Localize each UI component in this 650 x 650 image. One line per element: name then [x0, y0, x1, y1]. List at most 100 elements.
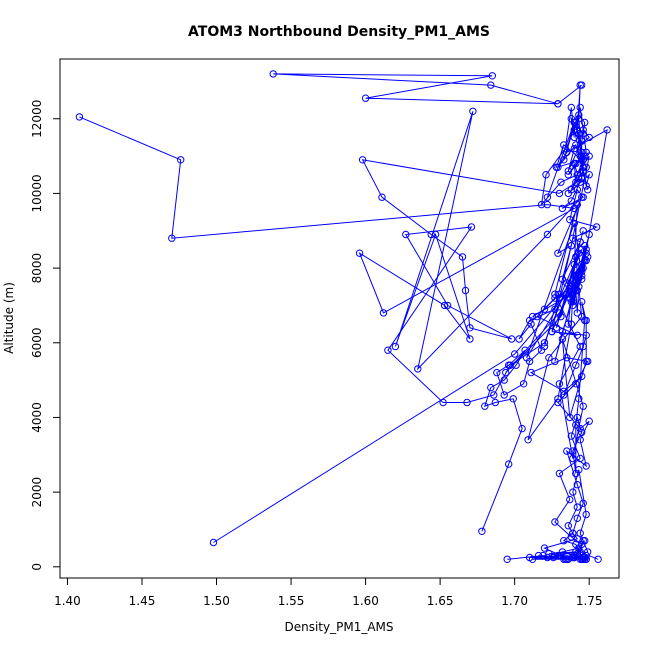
data-point [582, 249, 590, 257]
x-tick-label: 1.50 [203, 594, 230, 608]
data-point [458, 253, 467, 261]
data-point [579, 163, 587, 172]
data-point [579, 227, 587, 235]
data-point [490, 391, 498, 399]
data-point [551, 294, 559, 302]
data-point [576, 424, 584, 433]
data-point [402, 230, 410, 239]
data-point [481, 402, 489, 410]
data-point [269, 70, 277, 78]
x-tick-label: 1.45 [129, 594, 156, 608]
data-point [582, 357, 590, 366]
data-point [533, 312, 541, 321]
y-tick-label: 2000 [30, 477, 44, 508]
data-point [563, 555, 571, 563]
data-point [558, 327, 567, 336]
data-point [487, 383, 495, 392]
data-point [555, 309, 564, 317]
data-point [478, 527, 486, 535]
data-point [558, 275, 567, 283]
data-point [573, 171, 581, 179]
data-point [573, 331, 581, 339]
data-point [578, 152, 586, 160]
data-point [543, 230, 552, 239]
data-point [515, 335, 523, 343]
data-point [75, 113, 84, 121]
data-point [578, 81, 586, 89]
data-point [573, 413, 581, 422]
data-point [512, 361, 520, 369]
data-point [500, 376, 508, 384]
x-axis-label: Density_PM1_AMS [284, 620, 393, 634]
data-point [511, 350, 519, 358]
data-point [466, 335, 474, 343]
data-point [361, 94, 370, 102]
data-point [570, 144, 578, 153]
data-point [560, 537, 568, 545]
data-point [540, 544, 549, 552]
y-tick-label: 4000 [30, 402, 44, 433]
data-point [570, 279, 578, 287]
data-point [569, 488, 577, 496]
data-point [543, 193, 552, 201]
data-point [578, 275, 586, 283]
data-point [576, 550, 584, 558]
data-point [572, 253, 580, 261]
data-point [358, 156, 367, 164]
data-point [585, 152, 593, 160]
series-line [273, 73, 583, 105]
data-point [563, 148, 571, 157]
data-point [584, 186, 592, 194]
data-point [585, 133, 593, 142]
data-point [567, 290, 575, 298]
data-point [540, 305, 549, 313]
data-point [567, 320, 575, 328]
data-point [564, 522, 572, 530]
data-point [578, 174, 586, 183]
data-point [554, 100, 562, 108]
data-point [527, 320, 535, 328]
x-tick-label: 1.55 [278, 594, 305, 608]
data-point [566, 413, 574, 422]
data-point [509, 395, 517, 403]
data-point [466, 324, 474, 332]
y-tick-label: 8000 [30, 253, 44, 284]
data-point [578, 245, 586, 254]
data-point [579, 130, 587, 138]
data-point [414, 365, 422, 373]
data-point [570, 118, 578, 127]
data-point [575, 395, 583, 403]
data-point [579, 264, 587, 272]
x-tick-label: 1.60 [352, 594, 379, 608]
data-point [561, 144, 569, 153]
data-point [545, 354, 553, 362]
x-tick-label: 1.65 [427, 594, 454, 608]
data-point [566, 215, 574, 224]
data-point [584, 253, 592, 261]
data-point [572, 122, 580, 130]
data-point [578, 298, 586, 306]
data-point [592, 223, 601, 231]
data-point [573, 126, 581, 134]
data-point [570, 133, 578, 142]
data-point [569, 529, 577, 537]
series-points [75, 70, 611, 563]
data-point [563, 279, 571, 287]
data-point [576, 178, 584, 186]
data-point [569, 454, 577, 463]
data-point [443, 301, 452, 310]
data-point [525, 357, 534, 366]
data-point [543, 200, 552, 209]
data-point [582, 331, 590, 339]
data-point [581, 152, 589, 160]
data-point [540, 339, 549, 347]
data-point [576, 529, 584, 537]
data-point [518, 424, 526, 433]
data-point [569, 447, 577, 455]
data-point [578, 260, 586, 269]
data-point [575, 130, 583, 138]
data-point [570, 219, 578, 228]
data-point [585, 417, 593, 425]
data-point [576, 436, 584, 444]
data-point [579, 167, 587, 175]
